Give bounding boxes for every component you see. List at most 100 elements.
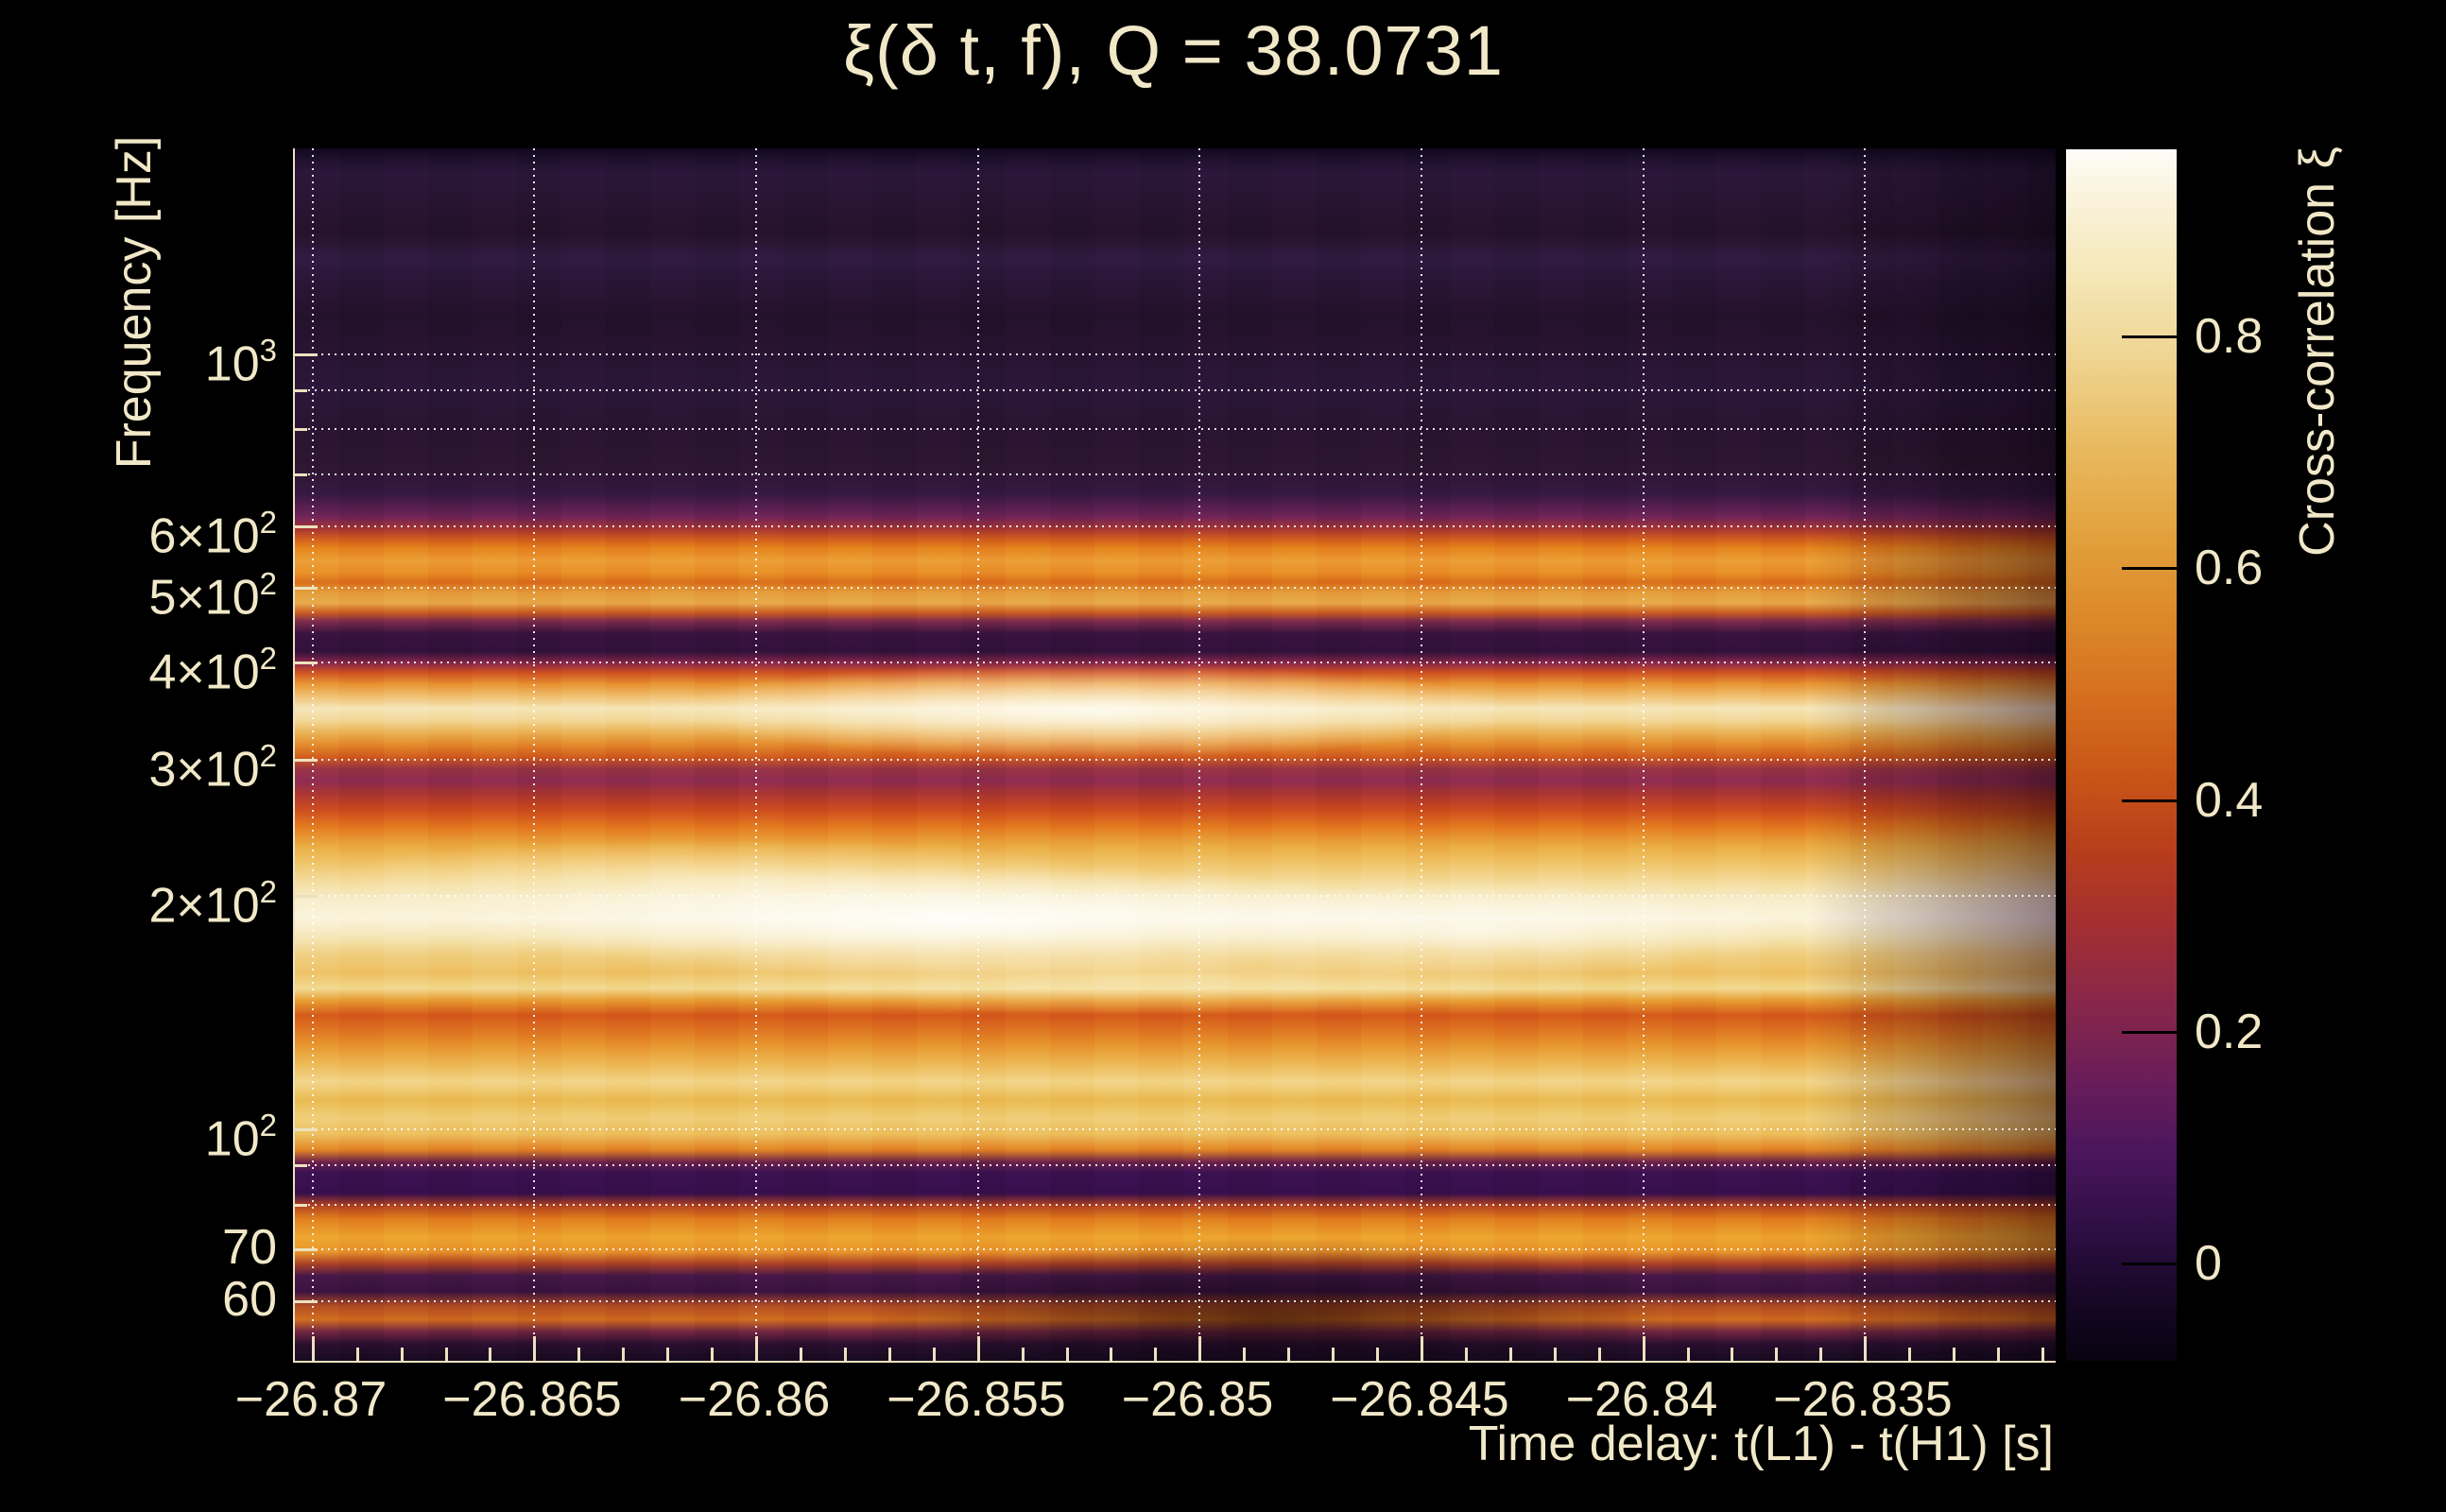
x-minor-tick [1953, 1348, 1955, 1361]
colorbar-tick-0.6 [2122, 567, 2177, 570]
x-major-tick [1864, 1336, 1867, 1361]
gridline-h-300hz [295, 759, 2056, 761]
x-minor-tick [666, 1348, 669, 1361]
x-minor-tick [1598, 1348, 1601, 1361]
x-minor-tick [711, 1348, 714, 1361]
x-major-tick [1198, 1336, 1201, 1361]
colorbar [2066, 149, 2177, 1361]
gridline-h-600hz [295, 525, 2056, 527]
gridline-v--26.84 [1643, 148, 1645, 1361]
x-minor-tick [1287, 1348, 1290, 1361]
x-minor-tick [577, 1348, 580, 1361]
heatmap-bottom-dark-patch [871, 1238, 1684, 1361]
gridline-v--26.85 [1198, 148, 1200, 1361]
x-minor-tick [622, 1348, 625, 1361]
x-minor-tick [1731, 1348, 1733, 1361]
y-minor-tick-700hz [295, 473, 307, 476]
y-axis-title: Frequency [Hz] [107, 135, 162, 470]
x-minor-tick [401, 1348, 404, 1361]
colorbar-tick-label: 0 [2195, 1236, 2222, 1291]
gridline-h-400hz [295, 662, 2056, 663]
x-minor-tick [1022, 1348, 1025, 1361]
x-tick-label: −26.845 [1330, 1372, 1509, 1427]
y-major-tick-300hz [295, 759, 318, 762]
colorbar-tick-label: 0.2 [2195, 1005, 2264, 1059]
colorbar-tick-label: 0.4 [2195, 773, 2264, 828]
gridline-v--26.855 [977, 148, 979, 1361]
gridline-h-900hz [295, 389, 2056, 391]
heatmap-right-edge-shading [295, 148, 2056, 1361]
colorbar-tick-0.4 [2122, 799, 2177, 802]
y-minor-tick-80hz [295, 1204, 307, 1207]
y-major-tick-400hz [295, 662, 318, 664]
x-tick-label: −26.85 [1121, 1372, 1274, 1427]
x-minor-tick [1997, 1348, 2000, 1361]
y-tick-label: 103 [204, 333, 277, 392]
gridline-h-800hz [295, 428, 2056, 430]
x-minor-tick [1154, 1348, 1157, 1361]
x-minor-tick [1687, 1348, 1690, 1361]
gridline-h-200hz [295, 895, 2056, 897]
x-major-tick [533, 1336, 536, 1361]
y-tick-label: 2×102 [148, 874, 278, 934]
y-tick-label: 6×102 [148, 505, 278, 564]
x-minor-tick [489, 1348, 491, 1361]
colorbar-title: Cross-correlation ξ [2290, 146, 2345, 557]
colorbar-tick-0 [2122, 1263, 2177, 1265]
gridline-h-60hz [295, 1300, 2056, 1302]
y-major-tick-100hz [295, 1128, 318, 1131]
y-tick-label: 3×102 [148, 738, 278, 798]
gridline-h-500hz [295, 587, 2056, 589]
x-minor-tick [1908, 1348, 1911, 1361]
gridline-h-700hz [295, 473, 2056, 475]
y-minor-tick-800hz [295, 428, 307, 431]
x-minor-tick [800, 1348, 802, 1361]
y-tick-label: 70 [222, 1220, 277, 1275]
x-minor-tick [1775, 1348, 1778, 1361]
x-tick-label: −26.84 [1565, 1372, 1718, 1427]
x-minor-tick [1465, 1348, 1468, 1361]
y-minor-tick-90hz [295, 1164, 307, 1167]
x-minor-tick [888, 1348, 891, 1361]
x-major-tick [312, 1336, 315, 1361]
y-major-tick-60hz [295, 1300, 318, 1303]
x-major-tick [977, 1336, 980, 1361]
colorbar-tick-label: 0.8 [2195, 309, 2264, 364]
x-minor-tick [1066, 1348, 1069, 1361]
gridline-h-90hz [295, 1164, 2056, 1166]
y-major-tick-70hz [295, 1248, 318, 1251]
y-tick-label: 60 [222, 1272, 277, 1327]
gridline-v--26.835 [1864, 148, 1866, 1361]
gridline-h-100hz [295, 1128, 2056, 1130]
x-minor-tick [1332, 1348, 1335, 1361]
colorbar-tick-label: 0.6 [2195, 541, 2264, 595]
chart-title: ξ(δ t, f), Q = 38.0731 [843, 11, 1504, 90]
x-minor-tick [1110, 1348, 1112, 1361]
y-major-tick-200hz [295, 895, 318, 898]
y-tick-label: 4×102 [148, 641, 278, 700]
y-tick-label: 102 [204, 1108, 277, 1167]
x-major-tick [1421, 1336, 1423, 1361]
x-major-tick [1643, 1336, 1645, 1361]
x-tick-label: −26.865 [442, 1372, 622, 1427]
x-minor-tick [1243, 1348, 1246, 1361]
x-major-tick [755, 1336, 758, 1361]
gridline-h-70hz [295, 1248, 2056, 1250]
x-minor-tick [844, 1348, 847, 1361]
gridline-v--26.865 [533, 148, 535, 1361]
gridline-v--26.86 [755, 148, 757, 1361]
y-minor-tick-900hz [295, 389, 307, 392]
x-minor-tick [356, 1348, 359, 1361]
x-minor-tick [1509, 1348, 1512, 1361]
colorbar-tick-0.8 [2122, 335, 2177, 338]
x-minor-tick [2041, 1348, 2044, 1361]
x-tick-label: −26.86 [678, 1372, 831, 1427]
gridline-h-1000hz [295, 353, 2056, 355]
gridline-v--26.845 [1421, 148, 1422, 1361]
x-tick-label: −26.855 [887, 1372, 1066, 1427]
x-minor-tick [445, 1348, 448, 1361]
x-minor-tick [1376, 1348, 1379, 1361]
x-minor-tick [1554, 1348, 1557, 1361]
x-minor-tick [1819, 1348, 1822, 1361]
